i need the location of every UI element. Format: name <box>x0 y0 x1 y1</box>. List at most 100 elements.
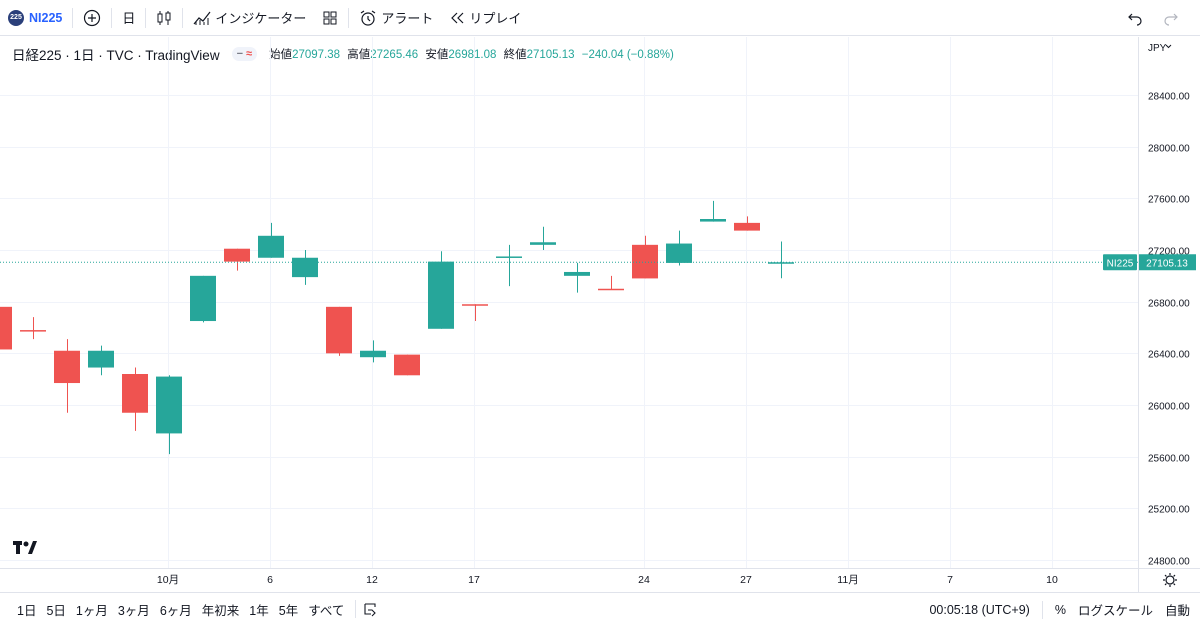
candle <box>88 345 114 376</box>
chart-title: 日経225 · 1日 · TVC · TradingView <box>12 48 220 63</box>
candle <box>122 367 148 431</box>
toolbar-divider <box>182 7 184 28</box>
candle <box>156 375 182 455</box>
time-tick-label: 11月 <box>837 574 858 586</box>
candle <box>768 241 794 279</box>
candle-body <box>360 350 386 358</box>
grid-icon <box>323 11 337 24</box>
candle-body <box>88 350 114 368</box>
time-scale[interactable]: 10月 6 12 17 24 27 11月 7 10 <box>157 574 1058 586</box>
settings-icon[interactable] <box>1163 573 1177 587</box>
time-tick-label: 24 <box>638 574 650 586</box>
candle <box>20 317 46 340</box>
candle <box>394 354 420 376</box>
tradingview-logo[interactable] <box>12 539 38 559</box>
range-button[interactable]: 1日 <box>17 603 37 618</box>
open-label: 始値 <box>269 49 293 61</box>
candle-body <box>428 261 454 329</box>
last-price-label: 27105.13 <box>1146 258 1188 269</box>
log-scale-toggle[interactable]: ログスケール <box>1077 604 1153 618</box>
candle <box>360 340 386 363</box>
percent-toggle[interactable]: % <box>1054 602 1066 617</box>
legend-toggle[interactable]: − ≈ <box>231 47 258 61</box>
indicators-button[interactable]: インジケーター <box>185 4 314 32</box>
price-scale[interactable]: 28400.00 28000.00 27600.00 27200.00 26800.00… <box>1148 92 1190 568</box>
symbol-search[interactable]: 225 NI225 <box>0 4 70 32</box>
low-value: 26981.08 <box>448 49 497 61</box>
compare-button[interactable] <box>75 4 109 32</box>
candle <box>0 306 12 350</box>
time-tick-label: 6 <box>267 574 273 586</box>
price-tick-label: 25200.00 <box>1148 505 1190 516</box>
price-tick-label: 25600.00 <box>1148 454 1190 465</box>
toolbar-divider <box>72 7 74 28</box>
last-price-tag <box>1139 254 1196 271</box>
undo-icon[interactable] <box>1126 9 1144 27</box>
price-chart[interactable]: 28400.00 28000.00 27600.00 27200.00 26800.00… <box>0 37 1200 592</box>
candle <box>326 306 352 356</box>
chart-type-button[interactable] <box>148 4 180 32</box>
redo-icon[interactable] <box>1162 9 1180 27</box>
candle-body <box>224 248 250 262</box>
range-button[interactable]: 5日 <box>46 603 66 618</box>
candle-body <box>496 256 522 258</box>
chart-legend: 日経225 · 1日 · TVC · TradingView − ≈ 始値270… <box>12 44 678 64</box>
time-tick-label: 27 <box>740 574 752 586</box>
price-tick-label: 27600.00 <box>1148 195 1190 206</box>
range-button[interactable]: 1ヶ月 <box>75 603 108 618</box>
candle-body <box>564 271 590 276</box>
range-button[interactable]: 3ヶ月 <box>117 603 150 618</box>
range-button[interactable]: すべて <box>308 603 345 618</box>
toolbar-divider <box>111 7 113 28</box>
hide-icon: − <box>236 48 244 60</box>
price-tick-label: 26000.00 <box>1148 402 1190 413</box>
toolbar-divider <box>348 7 350 28</box>
time-tick-label: 7 <box>947 574 953 586</box>
candle-body <box>462 304 488 306</box>
currency-label[interactable]: JPY <box>1148 43 1167 54</box>
range-button[interactable]: 6ヶ月 <box>159 603 192 618</box>
high-value: 27265.46 <box>370 49 419 61</box>
bottom-divider <box>355 600 357 618</box>
date-range-icon[interactable] <box>362 601 378 617</box>
indicators-icon <box>193 11 211 25</box>
candle <box>462 304 488 322</box>
bottom-toolbar: 1日 5日 1ヶ月 3ヶ月 6ヶ月 年初来 1年 5年 すべて 00:05:18 (UTC+9)… <box>0 592 1200 625</box>
candle-body <box>768 262 794 264</box>
plus-circle-icon <box>84 9 101 26</box>
bottom-divider <box>1041 600 1043 619</box>
candle <box>666 230 692 266</box>
last-price-marker: NI225 27105.13 <box>0 254 1196 271</box>
candle <box>564 262 590 293</box>
clock-time[interactable]: 00:05:18 (UTC+9) <box>929 602 1030 617</box>
low-label: 安値 <box>425 49 449 61</box>
candle <box>700 200 726 222</box>
range-button[interactable]: 5年 <box>278 603 299 618</box>
candle-body <box>666 243 692 263</box>
price-tick-label: 24800.00 <box>1148 557 1190 568</box>
price-tick-label: 28000.00 <box>1148 144 1190 155</box>
interval-button[interactable]: 日 <box>122 11 136 26</box>
candle-body <box>156 376 182 434</box>
range-button[interactable]: 1年 <box>249 603 269 618</box>
alert-label: アラート <box>381 11 434 26</box>
range-button[interactable]: 年初来 <box>201 603 240 618</box>
price-tick-label: 28400.00 <box>1148 92 1190 103</box>
alert-button[interactable]: アラート <box>351 4 441 32</box>
time-tick-label: 17 <box>468 574 480 586</box>
candle-body <box>292 257 318 278</box>
time-tick-label: 10 <box>1046 574 1058 586</box>
candle-body <box>122 374 148 413</box>
time-tick-label: 12 <box>366 574 378 586</box>
equals-icon: ≈ <box>246 48 253 60</box>
toolbar-divider <box>145 7 147 28</box>
candle-body <box>0 306 12 350</box>
layout-button[interactable] <box>314 4 346 32</box>
change-value: −240.04 (−0.88%) <box>581 49 674 61</box>
open-value: 27097.38 <box>292 49 341 61</box>
auto-scale-toggle[interactable]: 自動 <box>1164 604 1190 618</box>
replay-button[interactable]: リプレイ <box>441 4 529 32</box>
history-controls <box>1126 4 1180 27</box>
close-label: 終値 <box>503 49 527 61</box>
candle <box>632 235 658 279</box>
